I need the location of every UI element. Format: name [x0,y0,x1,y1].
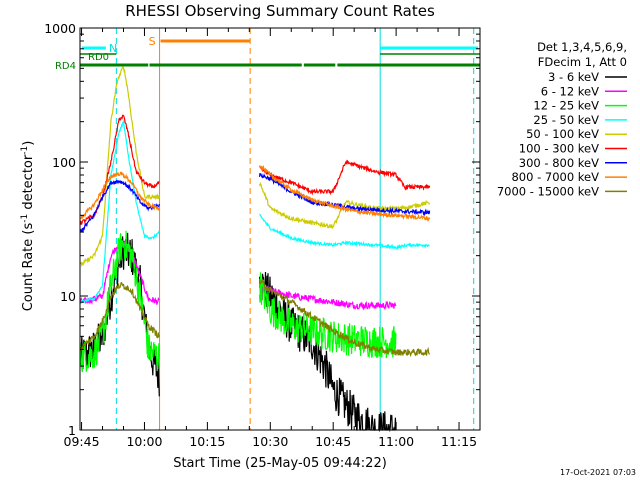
y-tick-label-3: 1000 [44,21,76,36]
legend-label-8: 7000 - 15000 keV [497,184,599,198]
flag-layer: N S RD0 RD4 [55,28,480,430]
y-axis-label-sup1: -1 [20,214,30,223]
x-axis-label: Start Time (25-May-05 09:44:22) [173,456,387,471]
legend-label-5: 100 - 300 keV [519,142,599,156]
rd4-label: RD4 [55,61,76,72]
y-axis-label-end: ) [21,141,36,146]
chart-title: RHESSI Observing Summary Count Rates [125,2,435,20]
night-label-0: N [109,42,117,55]
x-tick-label-3: 10:30 [252,434,288,449]
legend-label-7: 800 - 7000 keV [511,170,599,184]
footer-date: 17-Oct-2021 07:03 [560,468,636,477]
x-tick-label-5: 11:00 [378,434,414,449]
y-axis-label-main: Count Rate (s [21,223,36,312]
legend-label-2: 12 - 25 keV [533,99,599,113]
legend-header-line-2: FDecim 1, Att 0 [538,55,627,69]
legend-label-6: 300 - 800 keV [519,156,599,170]
series-line-3 [80,119,430,305]
y-tick-label-2: 100 [52,155,76,170]
series-line-2 [79,230,397,373]
legend-label-4: 50 - 100 keV [526,127,599,141]
legend-label-0: 3 - 6 keV [548,70,599,84]
series-layer [79,66,431,433]
x-tick-label-6: 11:15 [441,434,477,449]
legend-label-3: 25 - 50 keV [533,113,599,127]
x-tick-label-4: 10:45 [315,434,351,449]
rdo-label: RD0 [88,52,109,63]
y-axis-label-mid: detector [21,154,36,214]
series-line-4 [79,66,431,267]
tick-layer: 09:45 10:00 10:15 10:30 10:45 11:00 11:15 1 10 10… [44,21,481,449]
x-tick-label-2: 10:15 [189,434,225,449]
saa-label-0: S [149,35,156,48]
y-axis-label: Count Rate (s-1 detector-1) [20,141,36,312]
legend-label-1: 6 - 12 keV [541,84,599,98]
x-tick-label-0: 09:45 [64,434,100,449]
legend: Det 1,3,4,5,6,9, FDecim 1, Att 0 3 - 6 k… [497,40,627,198]
series-line-6 [79,172,431,233]
y-tick-label-1: 10 [60,289,76,304]
series-line-8 [79,278,430,358]
series-line-7 [80,164,431,222]
plot-frame [79,27,481,431]
y-tick-label-0: 1 [68,423,76,438]
y-axis-label-sup2: -1 [20,146,30,155]
x-tick-label-1: 10:00 [126,434,162,449]
legend-header-line-1: Det 1,3,4,5,6,9, [537,40,627,54]
